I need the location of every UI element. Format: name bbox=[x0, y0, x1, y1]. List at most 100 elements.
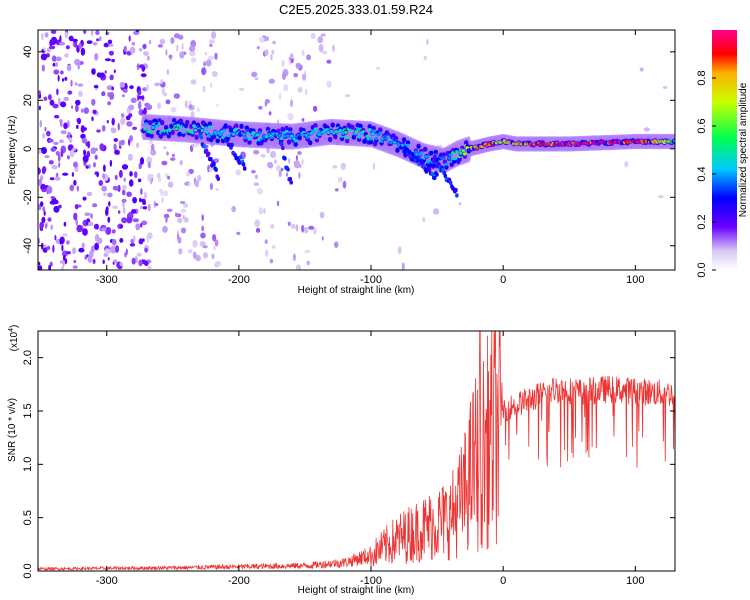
noise-speckle bbox=[42, 132, 45, 139]
noise-speckle bbox=[96, 129, 101, 133]
noise-speckle bbox=[332, 165, 338, 169]
noise-speckle bbox=[259, 36, 265, 43]
noise-speckle bbox=[165, 215, 168, 224]
ridge-branch bbox=[212, 161, 216, 167]
noise-speckle bbox=[304, 226, 309, 234]
noise-speckle bbox=[124, 252, 127, 258]
noise-speckle bbox=[191, 144, 195, 148]
noise-speckle bbox=[272, 40, 276, 45]
noise-speckle bbox=[121, 189, 126, 196]
noise-speckle bbox=[38, 149, 42, 154]
ridge-core bbox=[374, 137, 379, 141]
noise-speckle bbox=[71, 172, 74, 177]
noise-speckle bbox=[60, 149, 64, 158]
ridge-core bbox=[149, 130, 154, 135]
noise-speckle bbox=[312, 105, 318, 112]
noise-speckle bbox=[104, 58, 112, 62]
ridge-branch bbox=[209, 156, 213, 162]
noise-speckle bbox=[297, 151, 302, 155]
noise-speckle bbox=[288, 58, 291, 66]
ridge-core bbox=[354, 129, 359, 134]
noise-speckle bbox=[93, 85, 99, 89]
noise-speckle bbox=[173, 93, 180, 99]
noise-speckle bbox=[71, 105, 74, 109]
noise-speckle bbox=[119, 238, 124, 243]
noise-speckle bbox=[120, 139, 125, 146]
noise-speckle bbox=[40, 53, 48, 61]
noise-speckle bbox=[43, 96, 48, 101]
noise-speckle bbox=[39, 119, 42, 128]
noise-speckle bbox=[99, 143, 105, 151]
noise-speckle bbox=[183, 203, 189, 208]
noise-speckle bbox=[162, 225, 168, 233]
ridge-outer bbox=[350, 124, 355, 130]
ridge-core bbox=[193, 128, 198, 132]
ridge-core bbox=[305, 135, 310, 139]
noise-speckle bbox=[54, 176, 61, 181]
ridge-branch bbox=[206, 151, 211, 156]
noise-speckle bbox=[201, 67, 207, 76]
noise-speckle bbox=[111, 86, 114, 91]
noise-speckle bbox=[108, 201, 111, 207]
ridge-core bbox=[181, 130, 186, 134]
noise-speckle bbox=[122, 94, 125, 98]
noise-speckle bbox=[312, 227, 317, 235]
noise-speckle bbox=[91, 68, 96, 75]
noise-speckle bbox=[138, 109, 145, 116]
noise-speckle bbox=[109, 74, 114, 81]
noise-speckle bbox=[43, 210, 46, 216]
snr-x-label: Height of straight line (km) bbox=[298, 585, 415, 596]
ridge-core bbox=[389, 141, 393, 145]
ridge-core bbox=[383, 137, 388, 141]
spectrogram-x-tick-label: 100 bbox=[626, 274, 644, 286]
noise-speckle bbox=[58, 162, 61, 168]
noise-speckle bbox=[209, 82, 213, 89]
noise-speckle bbox=[137, 90, 142, 96]
noise-speckle bbox=[105, 206, 109, 212]
ridge-outer bbox=[401, 137, 407, 143]
noise-speckle bbox=[107, 216, 111, 223]
noise-speckle bbox=[375, 66, 381, 70]
noise-speckle bbox=[268, 111, 272, 116]
ridge-outer bbox=[368, 139, 374, 145]
noise-speckle bbox=[145, 104, 153, 111]
noise-speckle bbox=[267, 161, 273, 169]
noise-speckle bbox=[137, 101, 142, 110]
noise-speckle bbox=[192, 239, 198, 248]
noise-speckle bbox=[133, 171, 138, 179]
noise-speckle bbox=[197, 174, 202, 182]
noise-speckle bbox=[123, 177, 126, 182]
noise-speckle bbox=[179, 51, 185, 59]
noise-speckle bbox=[321, 236, 324, 241]
noise-speckle bbox=[131, 257, 136, 265]
noise-speckle bbox=[83, 107, 90, 114]
noise-speckle bbox=[433, 208, 440, 215]
ridge-branch bbox=[286, 167, 290, 172]
ridge-branch bbox=[216, 176, 221, 181]
noise-speckle bbox=[285, 172, 289, 177]
noise-speckle bbox=[66, 155, 70, 160]
ridge-outer bbox=[395, 147, 400, 153]
noise-speckle bbox=[113, 69, 116, 73]
noise-speckle bbox=[91, 98, 96, 106]
ridge-branch bbox=[214, 167, 218, 172]
noise-speckle bbox=[236, 231, 241, 236]
ridge-core bbox=[367, 128, 372, 132]
noise-speckle bbox=[135, 223, 140, 231]
noise-speckle bbox=[103, 164, 106, 172]
noise-speckle bbox=[103, 192, 107, 197]
noise-speckle bbox=[216, 103, 219, 107]
noise-speckle bbox=[53, 199, 59, 205]
noise-speckle bbox=[58, 204, 62, 209]
ridge-core bbox=[366, 137, 371, 141]
ridge-outer bbox=[327, 136, 333, 143]
snr-x-tick-label: -100 bbox=[360, 575, 382, 587]
noise-speckle bbox=[159, 38, 166, 45]
snr-y-tick-label: 2.0 bbox=[22, 350, 34, 365]
ridge-outer bbox=[293, 141, 298, 147]
noise-speckle bbox=[109, 159, 113, 167]
ridge-outer bbox=[333, 134, 338, 140]
ridge-outer bbox=[149, 133, 154, 139]
noise-speckle bbox=[63, 122, 68, 130]
noise-speckle bbox=[258, 105, 263, 110]
